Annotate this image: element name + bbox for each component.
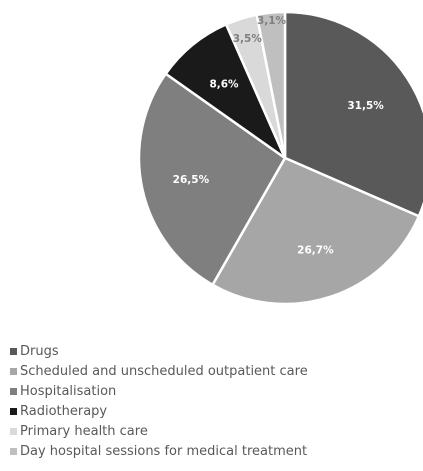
legend-swatch: [10, 367, 17, 375]
legend-swatch: [10, 447, 17, 455]
legend-swatch: [10, 427, 17, 435]
legend-item-hospitalisation: Hospitalisation: [10, 381, 308, 401]
data-label-outpatient-care: 26,7%: [297, 244, 334, 256]
legend-item-day-hospital: Day hospital sessions for medical treatm…: [10, 441, 308, 461]
legend-label: Primary health care: [20, 423, 148, 439]
legend-item-primary-health-care: Primary health care: [10, 421, 308, 441]
legend-swatch: [10, 407, 17, 415]
pie-slice-day-hospital: [255, 10, 287, 160]
data-label-primary-health-care: 3,5%: [233, 33, 263, 45]
legend-swatch: [10, 387, 17, 395]
data-label-day-hospital: 3,1%: [257, 15, 287, 27]
legend-item-radiotherapy: Radiotherapy: [10, 401, 308, 421]
data-label-radiotherapy: 8,6%: [209, 78, 239, 90]
pie-slice-drugs: [283, 10, 423, 218]
legend-label: Day hospital sessions for medical treatm…: [20, 443, 308, 459]
legend-label: Radiotherapy: [20, 403, 108, 419]
legend-item-outpatient-care: Scheduled and unscheduled outpatient car…: [10, 361, 308, 381]
legend-label: Drugs: [20, 343, 59, 359]
legend: Drugs Scheduled and unscheduled outpatien…: [10, 341, 308, 461]
data-label-drugs: 31,5%: [347, 100, 384, 112]
legend-swatch: [10, 347, 17, 355]
pie-slice-hospitalisation: [137, 72, 287, 287]
legend-label: Scheduled and unscheduled outpatient car…: [20, 363, 308, 379]
legend-item-drugs: Drugs: [10, 341, 308, 361]
legend-label: Hospitalisation: [20, 383, 117, 399]
pie-svg: 31,5% 26,7% 26,5% 8,6% 3,5% 3,1%: [137, 10, 423, 306]
data-label-hospitalisation: 26,5%: [173, 174, 210, 186]
